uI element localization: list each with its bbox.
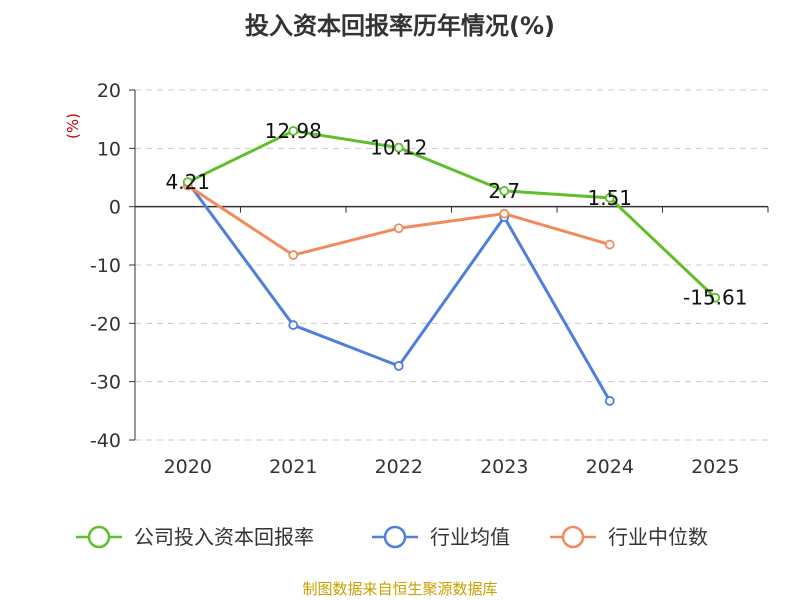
data-label: 10.12 — [370, 136, 427, 160]
y-axis-unit: (%) — [64, 113, 82, 139]
series-line-industry_median — [186, 184, 611, 257]
x-tick-label: 2024 — [586, 456, 634, 478]
y-tick-label: 10 — [97, 138, 121, 160]
legend-marker — [87, 525, 111, 549]
legend-marker — [561, 525, 585, 549]
legend-item-industry_median: 行业中位数 — [550, 525, 708, 549]
legend-marker — [383, 525, 407, 549]
data-point-industry_median — [604, 239, 615, 250]
data-label: 2.7 — [488, 179, 520, 203]
data-label: -15.61 — [683, 286, 747, 310]
x-tick-label: 2021 — [269, 456, 317, 478]
data-label: 1.51 — [587, 186, 632, 210]
legend-item-company: 公司投入资本回报率 — [76, 525, 314, 549]
data-label: 4.21 — [165, 170, 210, 194]
data-point-company — [499, 186, 510, 196]
legend-label: 行业均值 — [430, 525, 510, 549]
y-tick-label: -40 — [90, 430, 121, 452]
chart-title: 投入资本回报率历年情况(%) — [245, 12, 555, 40]
x-tick-label: 2023 — [480, 456, 528, 478]
grid-lines — [135, 89, 768, 441]
data-point-industry_median — [393, 223, 404, 234]
y-tick-label: -10 — [90, 255, 121, 277]
data-point-company — [182, 177, 193, 188]
data-point-company — [393, 142, 404, 153]
data-point-industry_avg — [393, 361, 404, 371]
y-tick-label: -30 — [90, 372, 121, 394]
y-tick-label: 0 — [109, 197, 121, 219]
data-point-industry_avg — [604, 396, 615, 406]
axes: 20 10 0 -10 -20 -30 -40 2020 2021 2022 2023 2024 202… — [90, 80, 769, 478]
legend-item-industry_avg: 行业均值 — [372, 525, 510, 549]
data-point-industry_avg — [288, 320, 299, 330]
data-point-industry_median — [499, 208, 510, 219]
series — [182, 126, 721, 406]
legend: 公司投入资本回报率 行业均值 行业中位数 — [76, 525, 708, 549]
data-point-industry_median — [288, 250, 299, 260]
x-tick-label: 2025 — [691, 456, 739, 478]
y-tick-label: -20 — [90, 313, 121, 335]
y-tick-label: 20 — [97, 80, 121, 102]
data-labels: 4.21 12.98 10.12 2.7 1.51 -15.61 — [165, 119, 747, 310]
legend-label: 行业中位数 — [608, 525, 708, 549]
x-tick-label: 2022 — [375, 456, 423, 478]
x-tick-label: 2020 — [164, 456, 212, 478]
data-point-company — [604, 192, 615, 203]
data-label: 12.98 — [265, 119, 322, 143]
data-point-company — [288, 126, 299, 136]
series-line-company — [187, 129, 717, 299]
data-point-company — [710, 292, 721, 303]
legend-label: 公司投入资本回报率 — [134, 525, 314, 549]
data-source-note: 制图数据来自恒生聚源数据库 — [302, 580, 498, 598]
